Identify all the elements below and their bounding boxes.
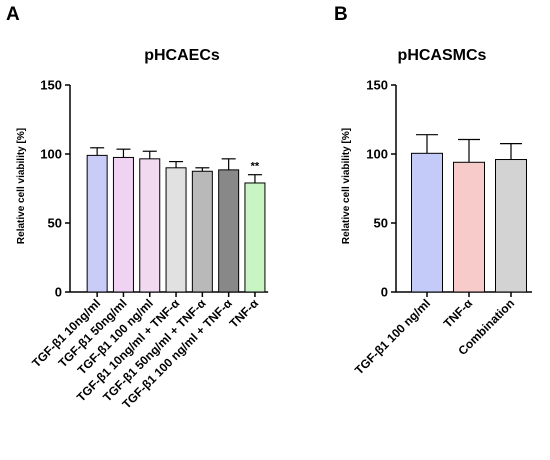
- panel-a-bar: [139, 158, 161, 293]
- panel-a-bar: [86, 154, 108, 293]
- panel-a-bar: [112, 156, 134, 293]
- panel-b: B pHCASMCs Relative cell viability [%] 0…: [334, 4, 532, 377]
- panel-b-xtick-label: TGF-β1 100 ng/ml: [352, 296, 433, 377]
- panel-a-ytick-label: 100: [40, 147, 62, 162]
- panel-b-ytick-label: 100: [366, 147, 388, 162]
- panel-a-title: pHCAECs: [144, 47, 220, 64]
- panel-b-ytick-label: 0: [381, 285, 388, 300]
- panel-a-ytick-label: 0: [55, 285, 62, 300]
- panel-b-bar: [411, 152, 443, 293]
- panel-b-letter: B: [334, 4, 348, 25]
- panel-a-significance-marker: **: [251, 161, 260, 173]
- panel-b-ylabel: Relative cell viability [%]: [341, 128, 352, 244]
- panel-b-ytick-label: 150: [366, 78, 388, 93]
- panel-b-bar: [495, 159, 527, 293]
- panel-b-ytick-label: 50: [374, 216, 388, 231]
- panel-b-title: pHCASMCs: [398, 47, 487, 64]
- panel-a-bar: [218, 169, 240, 293]
- panel-a-ylabel: Relative cell viability [%]: [16, 128, 27, 244]
- panel-a-bar: [191, 170, 213, 293]
- panel-b-xtick-label: TNF-α: [441, 296, 476, 331]
- panel-a-ytick-label: 150: [40, 78, 62, 93]
- panel-a: A pHCAECs Relative cell viability [%] 0 5…: [6, 4, 269, 412]
- panel-a-letter: A: [6, 4, 20, 25]
- panel-a-bar: [244, 182, 266, 293]
- panel-b-bar: [453, 161, 485, 293]
- panel-a-xtick-label: TNF-α: [227, 296, 262, 331]
- panel-a-bar: [165, 167, 187, 293]
- panel-a-ytick-label: 50: [48, 216, 62, 231]
